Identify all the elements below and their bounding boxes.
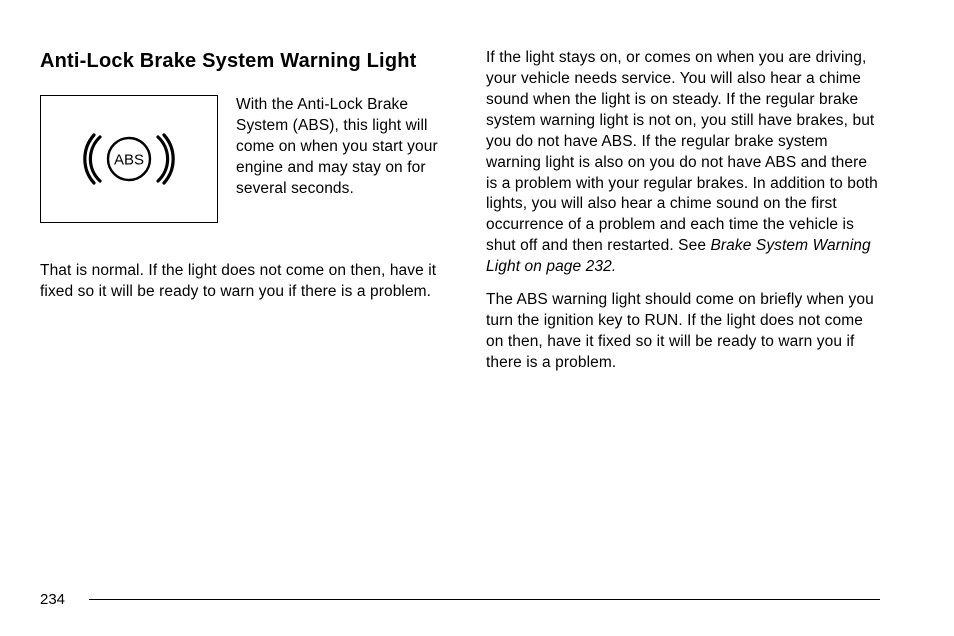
two-column-layout: Anti-Lock Brake System Warning Light ABS… (40, 48, 880, 386)
svg-text:ABS: ABS (114, 152, 144, 169)
page-footer: 234 (40, 591, 880, 608)
right-paragraph-1-main: If the light stays on, or comes on when … (486, 49, 878, 254)
abs-warning-icon: ABS (83, 131, 175, 187)
intro-paragraph: With the Anti-Lock Brake System (ABS), t… (236, 95, 450, 200)
left-column: Anti-Lock Brake System Warning Light ABS… (40, 48, 450, 386)
left-paragraph-2: That is normal. If the light does not co… (40, 261, 450, 303)
right-paragraph-1: If the light stays on, or comes on when … (486, 48, 880, 278)
right-paragraph-2: The ABS warning light should come on bri… (486, 290, 880, 374)
section-heading: Anti-Lock Brake System Warning Light (40, 48, 450, 75)
right-column: If the light stays on, or comes on when … (486, 48, 880, 386)
footer-rule (89, 599, 880, 601)
abs-warning-icon-box: ABS (40, 95, 218, 223)
page-number: 234 (40, 591, 65, 608)
intro-row: ABS With the Anti-Lock Brake System (ABS… (40, 95, 450, 223)
